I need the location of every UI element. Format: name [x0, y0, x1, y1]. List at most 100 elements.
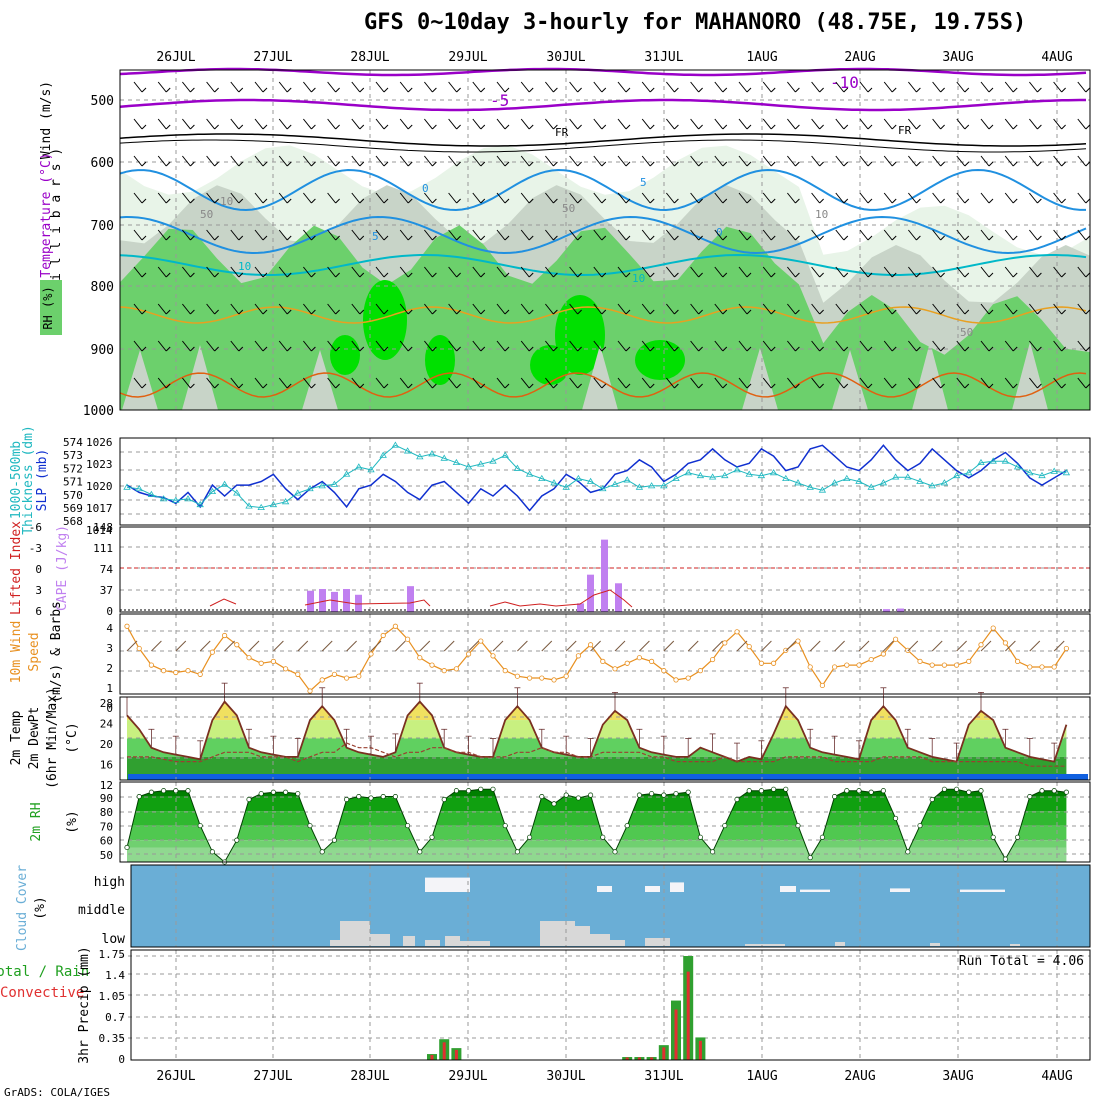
- rh-grey-patch: [182, 345, 218, 410]
- wind-barb: [835, 266, 845, 278]
- wind-barb: [351, 266, 361, 278]
- slp-tick: 1014: [86, 524, 113, 537]
- thickness-marker: [721, 471, 729, 479]
- wind-barb-flag: [528, 272, 534, 278]
- wind-barb-flag: [577, 198, 582, 204]
- wind10-barb: [492, 640, 504, 652]
- wind-barb: [472, 340, 482, 352]
- wind-barb: [641, 229, 651, 241]
- wind-speed-marker: [953, 662, 960, 668]
- wind10-barb: [395, 640, 406, 652]
- wind10-barb: [712, 640, 723, 652]
- wind-barb: [690, 155, 699, 167]
- thickness-marker: [599, 484, 607, 492]
- wind-speed-marker: [929, 662, 935, 668]
- wind-speed-marker: [807, 664, 813, 670]
- wind-barb: [762, 229, 772, 241]
- cloud-low-bar: [645, 938, 670, 946]
- wind-barb-flag: [891, 235, 897, 241]
- thickness-marker: [708, 473, 717, 480]
- wind-speed-marker: [1063, 645, 1070, 652]
- wind-barb-flag: [504, 87, 510, 93]
- cape-bar: [601, 539, 608, 612]
- wind-barb: [278, 266, 288, 278]
- wind-barb: [908, 340, 917, 352]
- contour-label: 5: [372, 230, 379, 243]
- wind-speed-marker: [600, 658, 606, 665]
- wind-barb-flag: [262, 272, 268, 278]
- wind-barb: [714, 377, 724, 389]
- wind-barb: [206, 303, 215, 315]
- wind-barb-flag: [335, 383, 340, 389]
- wind-barb: [254, 192, 264, 204]
- cape-bar: [319, 589, 326, 612]
- wind10-barb: [614, 640, 626, 652]
- wind-barb-flag: [480, 235, 486, 241]
- wind-barb: [375, 155, 385, 167]
- wind-barb-flag: [504, 346, 510, 352]
- wind-barb-flag: [383, 383, 389, 389]
- wind-barb-flag: [795, 235, 800, 241]
- wind10-axis-label-speed: Speed: [27, 632, 42, 671]
- wind-barb-flag: [311, 198, 316, 204]
- wind-barb: [375, 192, 385, 204]
- wind-barb-flag: [891, 198, 897, 204]
- li-tick: -3: [29, 542, 42, 555]
- cape-tick: 0: [106, 605, 113, 618]
- wind-barb-flag: [770, 383, 776, 389]
- wind-barb-flag: [528, 198, 534, 204]
- wind-speed-marker: [819, 682, 826, 689]
- wind-barb-flag: [867, 346, 873, 352]
- wind-barb-flag: [432, 124, 437, 130]
- wind-barb-flag: [456, 272, 461, 278]
- cloud-low-bar: [745, 944, 785, 946]
- wind-barb-flag: [553, 272, 558, 278]
- wind-barb: [375, 340, 385, 352]
- wind-barb: [327, 155, 336, 167]
- wind-barb: [932, 266, 941, 278]
- wind-barb: [1029, 266, 1038, 278]
- rh2m-marker: [319, 849, 325, 855]
- wind-barb: [787, 340, 796, 352]
- thickness-marker: [367, 466, 375, 473]
- wind-barb: [956, 303, 966, 315]
- wind-barb-flag: [867, 272, 873, 278]
- cape-bar: [615, 583, 622, 612]
- thickness-tick: 573: [63, 449, 83, 462]
- wind-barb: [351, 155, 361, 167]
- wind-barb: [908, 377, 917, 389]
- run-total-label: Run Total = 4.06: [959, 954, 1084, 969]
- rh2m-marker: [807, 855, 813, 861]
- wind-speed-marker: [392, 623, 398, 629]
- rh-axis-label: RH (%): [41, 286, 55, 329]
- cloud-low-bar: [330, 940, 340, 946]
- cloud-low-bar: [575, 926, 590, 946]
- wind-barb: [1053, 192, 1062, 204]
- wind-barb-flag: [286, 346, 292, 352]
- wind-barb: [472, 303, 482, 315]
- wind-barb: [496, 377, 506, 389]
- wind-barb: [666, 303, 675, 315]
- wind-barb: [883, 118, 893, 130]
- wind-barb-flag: [480, 383, 486, 389]
- wind-barb-flag: [432, 198, 437, 204]
- wind-barb: [738, 192, 748, 204]
- wind-barb: [932, 229, 941, 241]
- wind-barb-flag: [1061, 235, 1066, 241]
- wind-barb: [545, 81, 554, 93]
- precip-convective-bar: [650, 1057, 654, 1060]
- wind-barb: [399, 118, 409, 130]
- wind-barb-flag: [1037, 309, 1042, 315]
- date-label-bottom: 2AUG: [844, 1069, 875, 1084]
- wind-barb-flag: [238, 198, 244, 204]
- wind-barb: [593, 229, 603, 241]
- wind-barb-flag: [553, 198, 558, 204]
- wind10-barb: [297, 640, 309, 652]
- rh2m-marker: [856, 788, 862, 794]
- wind-barb-flag: [916, 87, 921, 93]
- rh2m-marker: [612, 849, 618, 855]
- wind-barb-flag: [165, 198, 171, 204]
- rh2m-marker: [173, 788, 179, 794]
- wind-barb: [593, 192, 603, 204]
